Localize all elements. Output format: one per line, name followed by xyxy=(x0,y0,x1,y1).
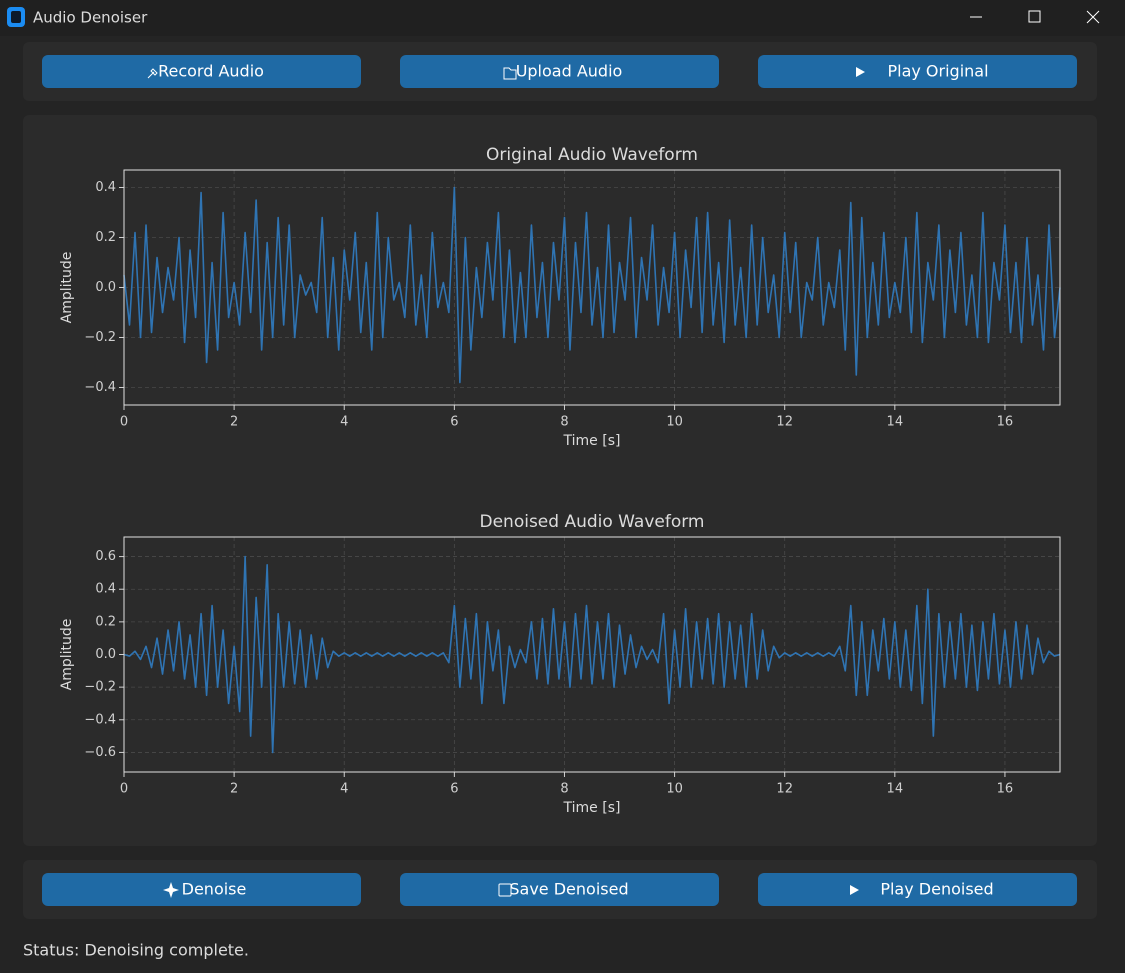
waveform xyxy=(123,186,1061,384)
y-tick-label: 0.2 xyxy=(95,614,116,629)
axes-frame xyxy=(123,536,1061,773)
app-icon-inner xyxy=(11,11,21,23)
play-icon xyxy=(856,67,865,77)
y-tick-label: −0.4 xyxy=(84,380,116,395)
x-tick-label: 14 xyxy=(887,782,904,797)
save-button[interactable] xyxy=(400,873,719,906)
x-tick-label: 2 xyxy=(230,782,238,797)
x-tick-label: 8 xyxy=(560,415,568,430)
play-original-button[interactable] xyxy=(758,55,1077,88)
close-button[interactable] xyxy=(1086,10,1100,24)
y-tick-label: 0.0 xyxy=(95,647,116,662)
button-label: Denoise xyxy=(182,880,247,899)
chart-title: Denoised Audio Waveform xyxy=(480,512,705,532)
plots: Original Audio Waveform Time [s] Amplitude… xyxy=(59,145,1061,816)
button-label: Save Denoised xyxy=(509,880,628,899)
x-tick-label: 16 xyxy=(997,782,1014,797)
y-tick-label: −0.4 xyxy=(84,712,116,727)
waveform xyxy=(123,555,1061,754)
folder-icon xyxy=(503,67,517,80)
x-tick-label: 6 xyxy=(450,415,458,430)
button-label: Record Audio xyxy=(158,62,264,81)
window-title: Audio Denoiser xyxy=(33,9,148,27)
button-label: Play Denoised xyxy=(880,880,993,899)
chart-panel xyxy=(23,115,1097,846)
denoise-button[interactable] xyxy=(42,873,361,906)
sparkle-icon xyxy=(163,882,179,898)
button-label: Upload Audio xyxy=(516,62,623,81)
x-tick-label: 10 xyxy=(666,415,683,430)
y-tick-label: 0.6 xyxy=(95,549,116,564)
y-tick-label: 0.0 xyxy=(95,280,116,295)
x-tick-label: 16 xyxy=(997,415,1014,430)
y-axis-label: Amplitude xyxy=(59,619,75,691)
play-icon xyxy=(850,885,859,895)
y-tick-label: 0.4 xyxy=(95,180,116,195)
x-tick-label: 10 xyxy=(666,782,683,797)
axes-frame xyxy=(123,169,1061,406)
play-denoised-button[interactable] xyxy=(758,873,1077,906)
y-tick-label: 0.4 xyxy=(95,582,116,597)
y-tick-label: −0.6 xyxy=(84,745,116,760)
x-tick-label: 12 xyxy=(776,782,793,797)
x-tick-label: 4 xyxy=(340,782,348,797)
x-tick-label: 12 xyxy=(776,415,793,430)
y-tick-label: 0.2 xyxy=(95,230,116,245)
x-tick-label: 0 xyxy=(120,415,128,430)
y-axis-label: Amplitude xyxy=(59,252,75,324)
mic-icon xyxy=(147,68,158,79)
x-axis-label: Time [s] xyxy=(563,800,621,816)
x-tick-label: 6 xyxy=(450,782,458,797)
x-tick-label: 0 xyxy=(120,782,128,797)
save-icon xyxy=(498,883,512,897)
x-tick-label: 2 xyxy=(230,415,238,430)
title-bar xyxy=(0,0,1125,36)
y-tick-label: −0.2 xyxy=(84,330,116,345)
chart-title: Original Audio Waveform xyxy=(486,145,698,165)
x-tick-label: 14 xyxy=(887,415,904,430)
x-tick-label: 4 xyxy=(340,415,348,430)
y-tick-label: −0.2 xyxy=(84,680,116,695)
button-label: Play Original xyxy=(887,62,988,81)
x-tick-label: 8 xyxy=(560,782,568,797)
record-button[interactable] xyxy=(42,55,361,88)
x-axis-label: Time [s] xyxy=(563,433,621,449)
upload-button[interactable] xyxy=(400,55,719,88)
status-text: Status: Denoising complete. xyxy=(23,941,249,960)
maximize-button[interactable] xyxy=(1028,10,1041,23)
